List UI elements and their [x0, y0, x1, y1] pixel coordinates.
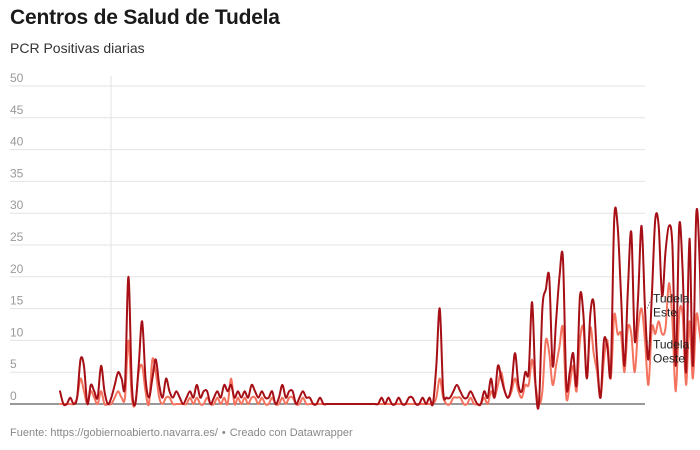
series-line-tudela-este [59, 206, 700, 410]
y-tick-label: 35 [10, 166, 24, 180]
y-tick-label: 50 [10, 71, 24, 85]
y-tick-label: 40 [10, 135, 24, 149]
series-label: Oeste [653, 351, 685, 365]
y-tick-label: 20 [10, 262, 24, 276]
series-label: Tudela [653, 337, 690, 351]
chart-subtitle: PCR Positivas diarias [10, 40, 145, 56]
series-label: Tudela [653, 292, 690, 306]
y-tick-label: 15 [10, 294, 24, 308]
series-layer [59, 206, 700, 410]
y-tick-label: 25 [10, 230, 24, 244]
credit-note: Creado con Datawrapper [229, 427, 353, 439]
y-tick-label: 10 [10, 325, 24, 339]
footer-separator: • [221, 427, 226, 439]
series-label: Este [653, 306, 677, 320]
source-note: Fuente: https://gobiernoabierto.navarra.… [10, 427, 218, 439]
y-tick-label: 45 [10, 103, 24, 117]
chart-footer: Fuente: https://gobiernoabierto.navarra.… [10, 427, 353, 439]
grid-layer [10, 76, 645, 405]
y-tick-label: 0 [10, 389, 17, 403]
y-axis: 0 5 10 15 20 25 30 35 40 45 50 [10, 71, 24, 403]
y-tick-label: 30 [10, 198, 24, 212]
label-connector [646, 340, 652, 346]
chart-title: Centros de Salud de Tudela [10, 6, 280, 29]
y-tick-label: 5 [10, 357, 17, 371]
